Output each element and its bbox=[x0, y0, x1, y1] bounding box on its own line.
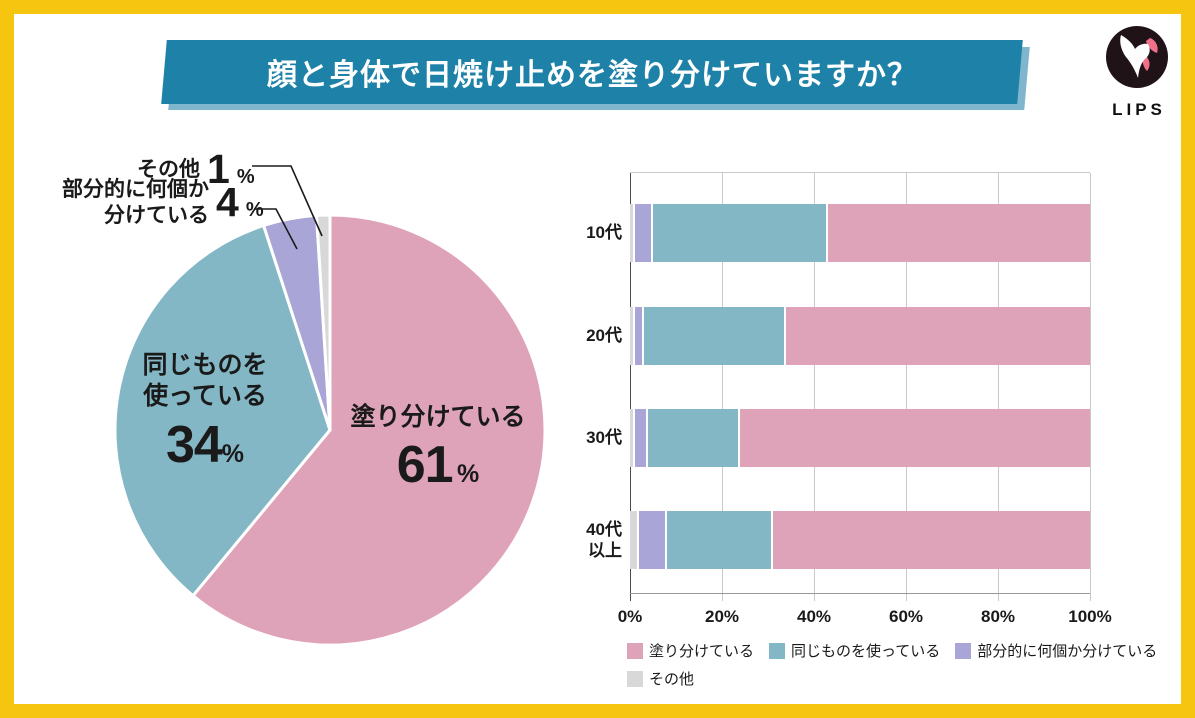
bar-segment bbox=[652, 204, 828, 262]
bar-row bbox=[630, 204, 1090, 262]
x-tick-label: 60% bbox=[888, 607, 924, 626]
x-tick-label: 40% bbox=[796, 607, 832, 626]
legend-item: 塗り分けている bbox=[627, 640, 754, 661]
pie-label-same: 同じものを 使っている 34% bbox=[142, 351, 268, 474]
legend-label: その他 bbox=[649, 671, 695, 688]
legend-label: 塗り分けている bbox=[649, 643, 755, 660]
y-axis-line bbox=[630, 173, 631, 601]
category-label: 20代 bbox=[586, 326, 622, 346]
category-label: 10代 bbox=[586, 223, 622, 243]
bar-row bbox=[630, 307, 1090, 365]
category-label: 40代 以上 bbox=[586, 519, 622, 560]
gridline bbox=[1090, 173, 1091, 601]
pie-label-separate: 塗り分けている 61 % bbox=[350, 403, 526, 495]
legend-item: 同じものを使っている bbox=[769, 640, 940, 661]
bar-segment bbox=[634, 409, 649, 467]
legend-label: 部分的に何個か分けている bbox=[977, 643, 1158, 660]
bar-segment bbox=[666, 511, 773, 569]
bar-segment bbox=[740, 409, 1090, 467]
legend-item: その他 bbox=[627, 668, 694, 689]
bar-segment bbox=[648, 409, 741, 467]
gridline bbox=[722, 173, 723, 601]
bar-segment bbox=[772, 511, 1090, 569]
legend-swatch bbox=[955, 642, 972, 659]
x-tick-label: 80% bbox=[980, 607, 1016, 626]
category-label: 30代 bbox=[586, 428, 622, 448]
bar-chart-plot: 0% 20% 40% 60% 80% 100% 10代 20代 30代 40代 以上 bbox=[586, 172, 1112, 626]
bar-segment bbox=[639, 511, 667, 569]
pie-slice bbox=[113, 224, 332, 598]
bar-segment bbox=[630, 204, 635, 262]
lips-logo-icon bbox=[1106, 26, 1168, 88]
lips-logo-wordmark: LIPS bbox=[1112, 100, 1166, 119]
legend-swatch bbox=[627, 670, 643, 687]
gridline bbox=[998, 173, 999, 601]
bar-segment bbox=[630, 307, 635, 365]
bar-segment bbox=[630, 409, 635, 467]
legend-swatch bbox=[627, 642, 643, 659]
bar-segment bbox=[827, 204, 1090, 262]
pie-label-partial: 部分的に何個か 分けている 4 % bbox=[62, 178, 264, 227]
pie-leader-line bbox=[252, 165, 323, 237]
lips-logo: LIPS bbox=[1101, 24, 1173, 120]
bar-row bbox=[630, 409, 1090, 467]
bar-segment bbox=[643, 307, 787, 365]
gridline bbox=[906, 173, 907, 601]
bar-segment bbox=[634, 204, 653, 262]
pie-leader-line bbox=[254, 208, 298, 250]
pie-label-other: その他 1 % bbox=[137, 146, 255, 192]
pie-slice bbox=[191, 213, 547, 647]
legend-item: 部分的に何個か分けている bbox=[955, 640, 1157, 661]
bar-segment bbox=[786, 307, 1090, 365]
legend-label: 同じものを使っている bbox=[791, 643, 941, 660]
x-tick-label: 100% bbox=[1068, 607, 1112, 626]
bar-segment bbox=[634, 307, 644, 365]
bar-segment bbox=[630, 511, 640, 569]
bar-row bbox=[630, 511, 1090, 569]
x-axis-line bbox=[630, 593, 1090, 594]
x-tick-label: 0% bbox=[617, 607, 643, 626]
legend-swatch bbox=[769, 642, 786, 659]
gridline bbox=[814, 173, 815, 601]
bar-chart-legend: 塗り分けている 同じものを使っている 部分的に何個か分けているその他 bbox=[627, 640, 1167, 689]
x-tick-label: 20% bbox=[704, 607, 740, 626]
pie-slice bbox=[315, 213, 332, 432]
